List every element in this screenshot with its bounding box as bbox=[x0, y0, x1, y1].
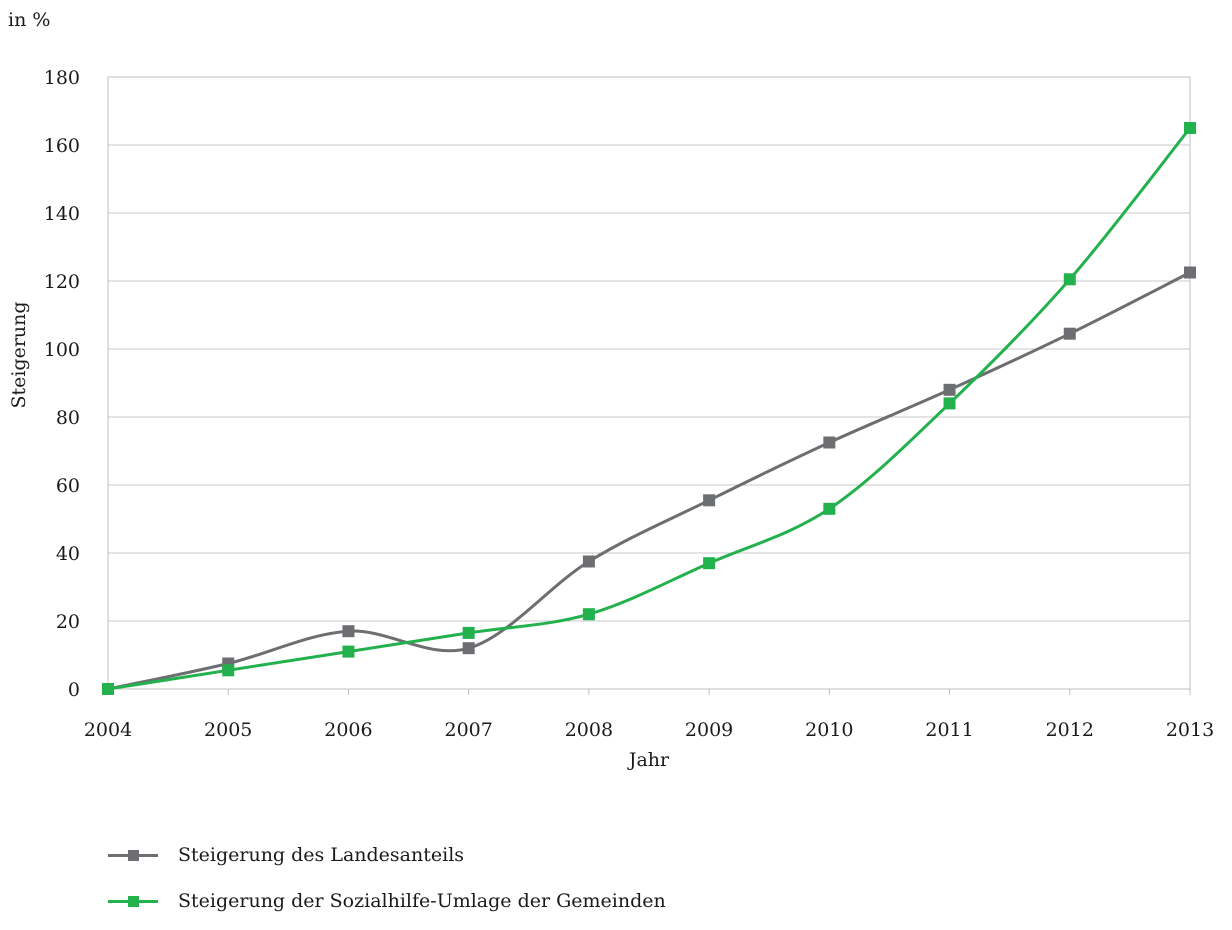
y-tick-label: 20 bbox=[56, 611, 80, 633]
series-2 bbox=[102, 122, 1196, 695]
x-tick-label: 2010 bbox=[805, 719, 853, 741]
data-point-2-2011 bbox=[944, 397, 956, 409]
data-point-1-2008 bbox=[583, 556, 595, 568]
legend-item-2: Steigerung der Sozialhilfe-Umlage der Ge… bbox=[108, 890, 666, 912]
legend-swatch-1 bbox=[108, 847, 158, 863]
y-tick-label: 100 bbox=[44, 339, 80, 361]
y-tick-label: 140 bbox=[44, 203, 80, 225]
data-point-1-2009 bbox=[703, 494, 715, 506]
data-point-2-2004 bbox=[102, 683, 114, 695]
x-axis-title: Jahr bbox=[627, 749, 670, 771]
y-tick-label: 180 bbox=[44, 67, 80, 89]
legend-item-1: Steigerung des Landesanteils bbox=[108, 844, 464, 866]
data-point-1-2006 bbox=[342, 625, 354, 637]
x-tick-label: 2006 bbox=[324, 719, 372, 741]
legend-label-1: Steigerung des Landesanteils bbox=[178, 844, 464, 866]
x-tick-label: 2005 bbox=[204, 719, 252, 741]
data-point-2-2007 bbox=[463, 627, 475, 639]
data-point-1-2007 bbox=[463, 642, 475, 654]
series-line-2 bbox=[108, 128, 1190, 689]
x-tick-label: 2007 bbox=[444, 719, 492, 741]
x-axis-ticks: 2004 2005 2006 2007 2008 2009 2010 2011 2012 2013 bbox=[84, 689, 1214, 741]
data-point-1-2010 bbox=[823, 437, 835, 449]
y-tick-label: 120 bbox=[44, 271, 80, 293]
data-point-2-2008 bbox=[583, 608, 595, 620]
data-point-2-2013 bbox=[1184, 122, 1196, 134]
x-tick-label: 2011 bbox=[925, 719, 973, 741]
y-tick-label: 80 bbox=[56, 407, 80, 429]
plot-area bbox=[108, 77, 1190, 689]
data-point-2-2006 bbox=[342, 646, 354, 658]
y-tick-label: 60 bbox=[56, 475, 80, 497]
x-tick-label: 2004 bbox=[84, 719, 132, 741]
y-tick-label: 40 bbox=[56, 543, 80, 565]
grid-lines bbox=[108, 145, 1190, 621]
data-point-1-2011 bbox=[944, 384, 956, 396]
series-layer bbox=[102, 122, 1196, 695]
series-line-1 bbox=[108, 273, 1190, 690]
series-1 bbox=[102, 267, 1196, 696]
legend-swatch-2 bbox=[108, 893, 158, 909]
y-axis-ticks: 0 20 40 60 80 100 120 140 160 180 bbox=[44, 67, 80, 701]
x-tick-label: 2008 bbox=[565, 719, 613, 741]
x-tick-label: 2013 bbox=[1166, 719, 1214, 741]
x-tick-label: 2009 bbox=[685, 719, 733, 741]
data-point-1-2013 bbox=[1184, 267, 1196, 279]
data-point-2-2012 bbox=[1064, 273, 1076, 285]
unit-label: in % bbox=[8, 9, 50, 31]
y-tick-label: 0 bbox=[68, 679, 80, 701]
data-point-2-2005 bbox=[222, 664, 234, 676]
x-tick-label: 2012 bbox=[1046, 719, 1094, 741]
legend-label-2: Steigerung der Sozialhilfe-Umlage der Ge… bbox=[178, 890, 666, 912]
y-tick-label: 160 bbox=[44, 135, 80, 157]
data-point-1-2012 bbox=[1064, 328, 1076, 340]
data-point-2-2009 bbox=[703, 557, 715, 569]
data-point-2-2010 bbox=[823, 503, 835, 515]
y-axis-title: Steigerung bbox=[8, 301, 30, 408]
